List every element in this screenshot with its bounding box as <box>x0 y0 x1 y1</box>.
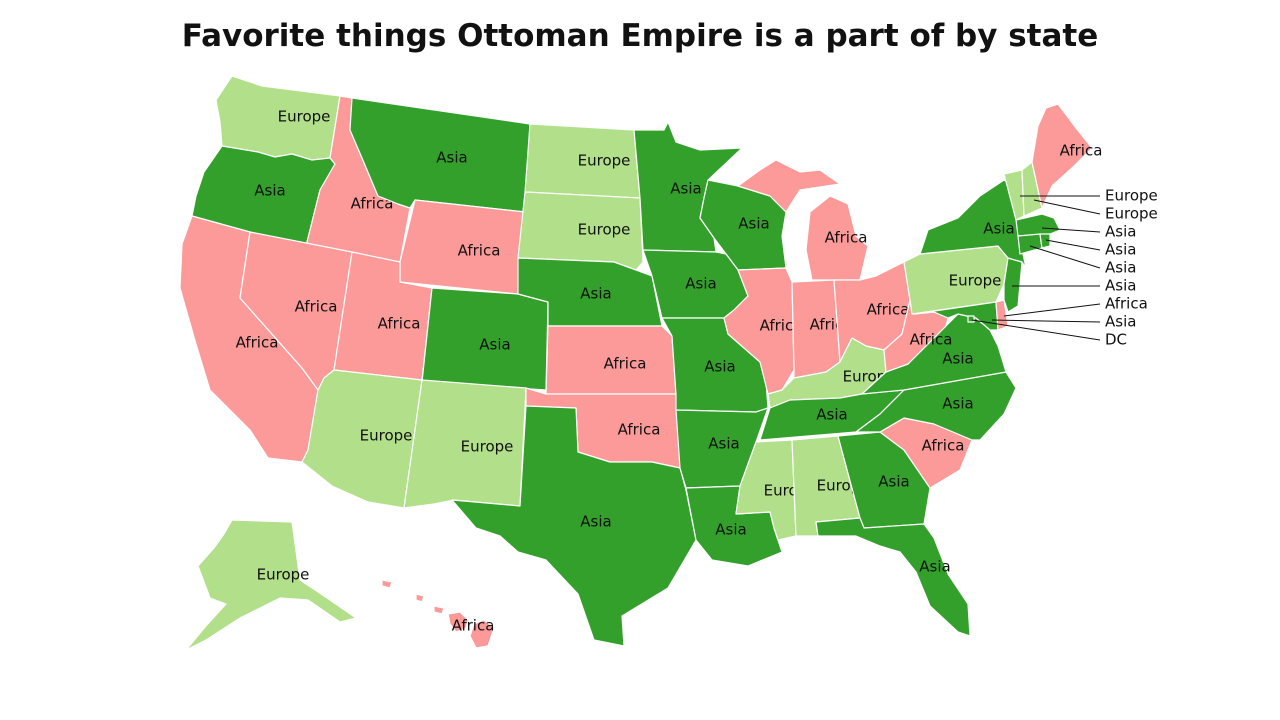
state-label-NV: Africa <box>295 298 338 316</box>
state-HI[interactable]: Africa <box>381 579 495 649</box>
state-label-ND: Europe <box>578 152 631 170</box>
state-ND[interactable]: Europe <box>524 123 641 199</box>
state-WY[interactable]: Africa <box>399 199 526 295</box>
state-label-SC: Africa <box>922 437 965 455</box>
callout-label-DC: DC <box>1105 331 1127 349</box>
state-GA[interactable]: Asia <box>837 431 931 529</box>
state-label-CA: Africa <box>236 334 279 352</box>
state-label-AR: Asia <box>708 435 739 453</box>
state-label-TX: Asia <box>580 513 611 531</box>
map-title: Favorite things Ottoman Empire is a part… <box>181 18 1099 54</box>
state-label-SD: Europe <box>578 221 631 239</box>
state-label-WA: Europe <box>278 108 331 126</box>
callout-label-RI: Asia <box>1105 241 1136 259</box>
state-label-OH: Africa <box>867 301 910 319</box>
state-label-UT: Africa <box>378 315 421 333</box>
callout-label-NH: Europe <box>1105 205 1158 223</box>
state-label-IA: Asia <box>685 275 716 293</box>
state-label-OR: Asia <box>254 182 285 200</box>
state-label-WV: Africa <box>910 331 953 349</box>
state-AK[interactable]: Europe <box>185 519 357 651</box>
state-PA[interactable]: Europe <box>903 245 1009 315</box>
state-MT[interactable]: Asia <box>349 97 531 213</box>
state-TX[interactable]: Asia <box>451 405 697 647</box>
state-label-MI: Africa <box>825 229 868 247</box>
state-IL[interactable]: Africa <box>723 267 803 395</box>
state-label-AZ: Europe <box>360 427 413 445</box>
state-label-KS: Africa <box>604 355 647 373</box>
state-label-MN: Asia <box>670 180 701 198</box>
state-label-NC: Asia <box>942 395 973 413</box>
state-label-TN: Asia <box>816 406 847 424</box>
state-DC[interactable] <box>967 315 975 323</box>
callout-label-DE: Africa <box>1105 295 1148 313</box>
leader-MD <box>991 319 1101 323</box>
state-label-WY: Africa <box>458 242 501 260</box>
state-label-PA: Europe <box>949 272 1002 290</box>
state-RI[interactable] <box>1039 233 1051 249</box>
state-label-CO: Asia <box>479 336 510 354</box>
state-KS[interactable]: Africa <box>545 325 677 395</box>
state-NM[interactable]: Europe <box>403 379 527 509</box>
state-label-GA: Asia <box>878 473 909 491</box>
callouts: Europe Europe Asia Asia Asia Asia Africa… <box>971 187 1158 349</box>
state-label-NY: Asia <box>983 220 1014 238</box>
state-NJ[interactable] <box>1003 257 1023 313</box>
state-label-MO: Asia <box>704 358 735 376</box>
state-ME[interactable]: Africa <box>1031 103 1103 209</box>
state-SD[interactable]: Europe <box>517 191 644 271</box>
callout-label-CT: Asia <box>1105 259 1136 277</box>
state-FL[interactable]: Asia <box>815 517 971 637</box>
state-label-FL: Asia <box>919 558 950 576</box>
state-label-NM: Europe <box>461 438 514 456</box>
leader-MA <box>1041 227 1101 233</box>
leader-CT <box>1029 245 1101 269</box>
state-CO[interactable]: Asia <box>421 287 549 391</box>
leader-DC <box>971 319 1101 341</box>
state-AZ[interactable]: Europe <box>301 369 423 509</box>
state-CT[interactable] <box>1017 233 1043 255</box>
state-label-AK: Europe <box>257 566 310 584</box>
callout-label-NJ: Asia <box>1105 277 1136 295</box>
callout-label-VT: Europe <box>1105 187 1158 205</box>
state-label-NE: Asia <box>580 285 611 303</box>
state-label-WI: Asia <box>738 215 769 233</box>
state-label-LA: Asia <box>715 521 746 539</box>
state-label-ID: Africa <box>351 195 394 213</box>
state-OH[interactable]: Africa <box>833 261 911 363</box>
leader-NH <box>1033 199 1101 215</box>
callout-label-MA: Asia <box>1105 223 1136 241</box>
leader-DE <box>1003 303 1101 317</box>
callout-label-MD: Asia <box>1105 313 1136 331</box>
state-label-OK: Africa <box>618 421 661 439</box>
state-label-MT: Asia <box>436 149 467 167</box>
state-label-VA: Asia <box>942 350 973 368</box>
state-label-IL: Africa <box>760 317 803 335</box>
state-WA[interactable]: Europe <box>215 75 341 161</box>
leader-RI <box>1045 239 1101 251</box>
state-label-ME: Africa <box>1060 142 1103 160</box>
state-AR[interactable]: Asia <box>675 407 769 489</box>
state-label-HI: Africa <box>452 617 495 635</box>
